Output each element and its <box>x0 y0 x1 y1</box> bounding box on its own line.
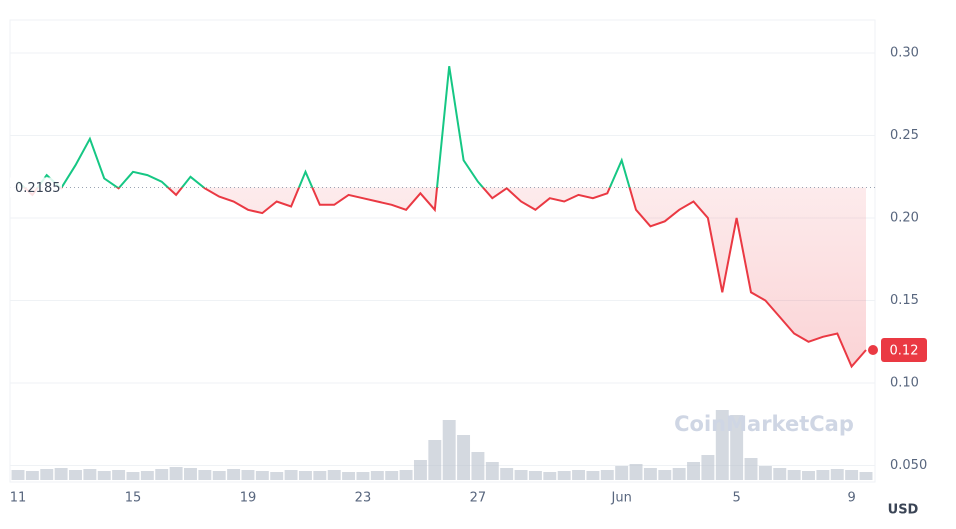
volume-bar <box>802 471 815 480</box>
volume-bar <box>25 471 39 480</box>
volume-bar <box>69 470 82 480</box>
y-tick-label: 0.20 <box>890 211 919 226</box>
volume-bar <box>370 471 384 480</box>
volume-bar <box>140 471 154 480</box>
last-price-bg <box>881 338 927 362</box>
x-tick-label: 11 <box>10 491 27 506</box>
volume-bar <box>313 471 327 480</box>
volume-bar <box>399 470 413 480</box>
volume-bar <box>457 435 471 480</box>
volume-bar <box>471 452 485 480</box>
last-price-label: 0.12 <box>890 344 919 359</box>
x-tick-label: 15 <box>125 491 142 506</box>
volume-bar <box>859 472 873 480</box>
volume-bar <box>40 469 54 480</box>
volume-bar <box>428 440 442 480</box>
volume-bar <box>270 472 284 480</box>
volume-bar <box>11 470 25 480</box>
x-tick-label: Jun <box>611 491 632 506</box>
y-tick-label: 0.15 <box>890 293 919 308</box>
volume-bar <box>112 470 126 480</box>
volume-bar <box>543 472 557 480</box>
volume-bar <box>385 471 399 480</box>
volume-bar <box>715 410 729 480</box>
baseline-label: 0.2185 <box>15 181 61 196</box>
volume-bar <box>198 470 212 480</box>
volume-bar <box>615 466 629 480</box>
volume-bar <box>730 415 744 480</box>
volume-bar <box>241 470 255 480</box>
volume-bar <box>212 471 226 480</box>
volume-bar <box>830 469 844 480</box>
volume-bar <box>97 471 111 480</box>
volume-bar <box>845 470 859 480</box>
x-tick-label: 5 <box>733 491 741 506</box>
x-tick-label: 23 <box>355 491 372 506</box>
x-tick-label: 9 <box>847 491 855 506</box>
y-tick-label: 0.050 <box>890 458 927 473</box>
volume-bar <box>744 458 758 480</box>
volume-bar <box>600 470 614 480</box>
volume-bar <box>54 468 68 480</box>
volume-bar <box>701 455 715 480</box>
volume-bar <box>442 420 456 480</box>
volume-bar <box>586 471 600 480</box>
volume-bar <box>658 470 672 480</box>
y-tick-label: 0.10 <box>890 376 919 391</box>
volume-bar <box>514 470 528 480</box>
volume-bar <box>413 460 427 480</box>
price-line-above <box>17 66 631 188</box>
area-below <box>24 187 866 367</box>
volume-bar <box>528 471 542 480</box>
y-tick-label: 0.25 <box>890 128 919 143</box>
watermark: CoinMarketCap <box>674 412 854 436</box>
volume-bar <box>643 468 657 480</box>
volume-bar <box>356 472 370 480</box>
volume-bar <box>155 469 169 480</box>
volume-bar <box>169 467 183 480</box>
volume-bar <box>773 468 787 480</box>
volume-bar <box>629 464 643 480</box>
volume-bar <box>255 471 269 480</box>
plot-frame <box>9 19 876 483</box>
y-unit: USD <box>888 503 919 518</box>
volume-bar <box>758 466 772 480</box>
volume-bar <box>572 470 586 480</box>
volume-bar <box>787 470 801 480</box>
volume-bar <box>327 470 341 480</box>
volume-bar <box>126 472 140 480</box>
volume-bar <box>485 462 499 480</box>
last-point <box>868 345 878 355</box>
volume-bar <box>184 468 197 480</box>
volume-bar <box>284 470 298 480</box>
y-tick-label: 0.30 <box>890 46 919 61</box>
baseline-label-bg <box>10 177 62 198</box>
volume-bar <box>816 470 830 480</box>
volume-bar <box>687 462 700 480</box>
volume-bar <box>83 469 97 480</box>
volume-bar <box>672 468 686 480</box>
x-tick-label: 27 <box>470 491 487 506</box>
volume-bar <box>227 469 241 480</box>
x-tick-label: 19 <box>240 491 257 506</box>
volume-bar <box>500 468 514 480</box>
volume-bar <box>557 471 571 480</box>
volume-bar <box>298 471 312 480</box>
volume-bar <box>342 472 356 480</box>
price-line-below <box>22 187 867 369</box>
